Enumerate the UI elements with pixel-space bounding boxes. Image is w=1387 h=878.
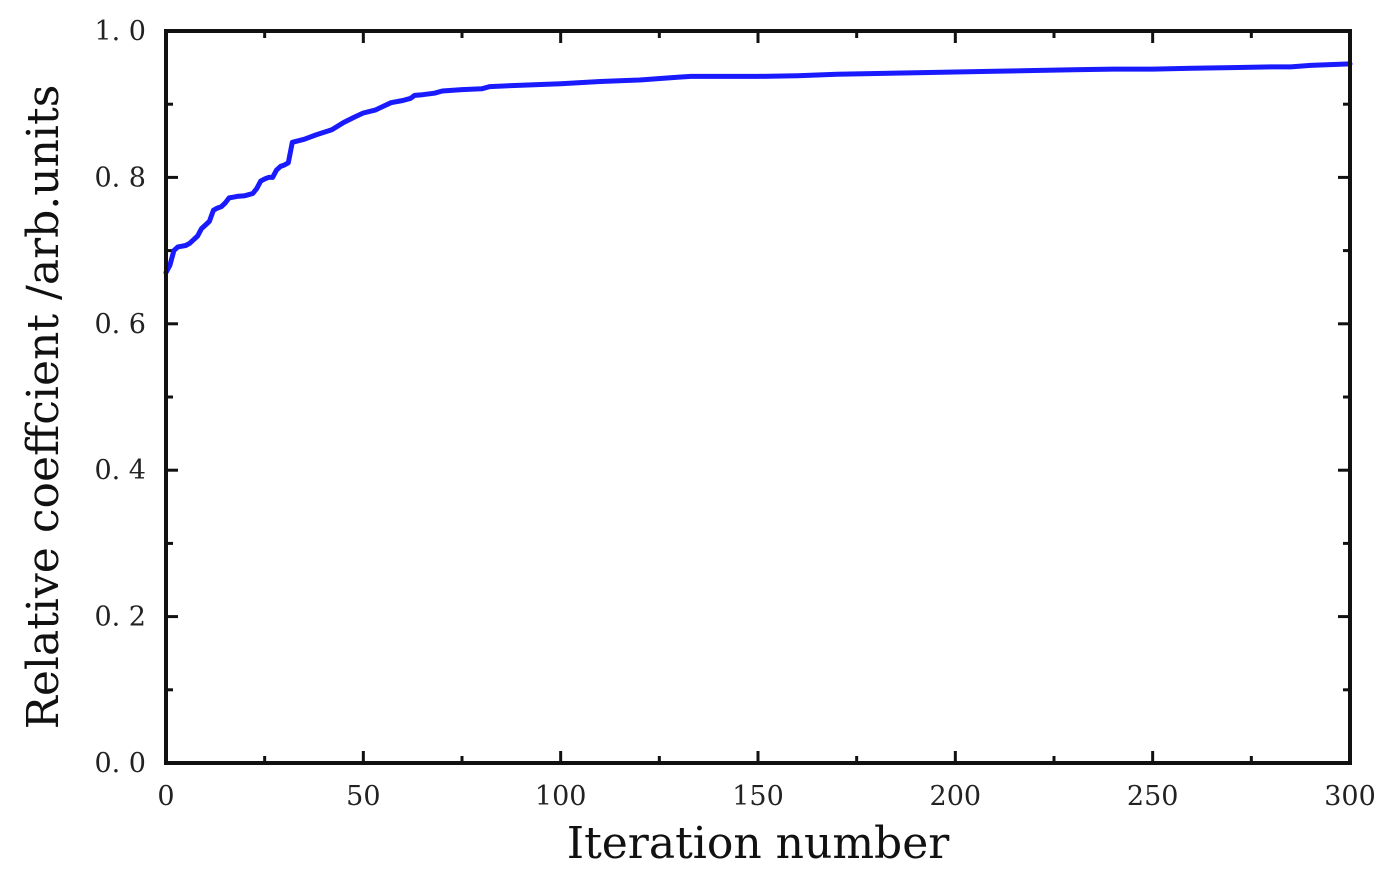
x-tick-label: 0 <box>157 781 174 812</box>
x-tick-label: 100 <box>535 781 587 812</box>
y-tick-label: 0. 6 <box>94 309 146 340</box>
tick-labels-layer: 0 50 100 150 200 250 300 0. 0 0. 2 0. 4 0. 6 0. 8 1.… <box>94 16 1375 812</box>
x-tick-label: 50 <box>346 781 380 812</box>
y-tick-label: 1. 0 <box>94 16 146 47</box>
x-tick-label: 200 <box>930 781 982 812</box>
series-line <box>163 61 1353 276</box>
y-tick-label: 0. 0 <box>94 748 146 779</box>
y-tick-label: 0. 2 <box>94 602 146 633</box>
y-tick-label: 0. 8 <box>94 162 146 193</box>
x-tick-label: 150 <box>732 781 784 812</box>
x-tick-label: 300 <box>1324 781 1376 812</box>
x-axis-title: Iteration number <box>567 818 951 869</box>
series-layer <box>163 61 1353 276</box>
y-axis-title: Relative coeffcient /arb.units <box>18 85 69 730</box>
y-tick-label: 0. 4 <box>94 455 146 486</box>
plot-frame <box>164 29 1352 765</box>
x-tick-label: 250 <box>1127 781 1179 812</box>
